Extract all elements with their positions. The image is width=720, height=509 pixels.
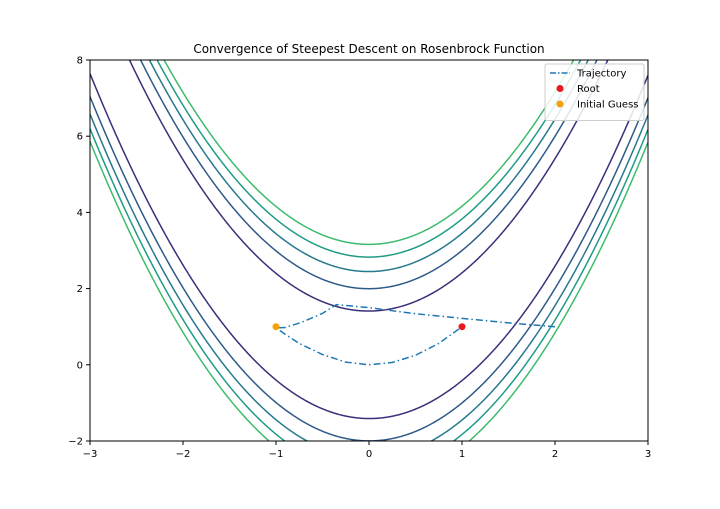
legend-swatch-root	[556, 85, 564, 92]
marker-layer	[272, 323, 466, 331]
x-tick-label: 2	[552, 449, 558, 460]
legend-swatch-initial-guess	[556, 100, 564, 108]
contour-level-400-upper	[139, 60, 598, 290]
contour-layer	[90, 60, 648, 441]
legend-label-initial-guess: Initial Guess	[577, 100, 639, 111]
x-tick-label: 0	[366, 449, 372, 460]
trajectory-line	[273, 303, 556, 366]
legend-label-root: Root	[577, 84, 600, 95]
contour-level-200-lower	[90, 73, 648, 420]
contour-level-800-lower	[90, 128, 648, 441]
chart-title: Convergence of Steepest Descent on Rosen…	[193, 42, 544, 56]
initial-guess-marker	[272, 323, 280, 331]
y-tick-label: 4	[77, 208, 83, 219]
x-tick-label: −2	[176, 449, 191, 460]
x-tick-label: −1	[269, 449, 284, 460]
legend-label-trajectory: Trajectory	[576, 69, 626, 80]
x-tick-label: 1	[459, 449, 465, 460]
contour-level-600-upper	[148, 60, 590, 273]
x-tick-label: 3	[645, 449, 651, 460]
x-axis: −3 −2 −1 0 1 2 3	[83, 441, 651, 460]
y-tick-label: 8	[77, 56, 83, 67]
contour-level-400-lower	[90, 96, 648, 441]
series-layer	[273, 303, 556, 366]
root-marker	[458, 323, 466, 331]
contour-level-800-upper	[156, 60, 582, 258]
y-axis: −2 0 2 4 6 8	[68, 56, 90, 448]
legend-box	[544, 63, 645, 121]
legend: Trajectory Root Initial Guess	[544, 63, 645, 121]
contour-level-200-upper	[128, 60, 609, 312]
y-tick-label: −2	[68, 437, 83, 448]
y-tick-label: 6	[77, 132, 83, 143]
contour-level-1000-lower	[90, 141, 648, 441]
x-tick-label: −3	[83, 449, 98, 460]
y-tick-label: 0	[77, 360, 83, 371]
y-tick-label: 2	[77, 284, 83, 295]
contour-level-600-lower	[90, 113, 648, 441]
